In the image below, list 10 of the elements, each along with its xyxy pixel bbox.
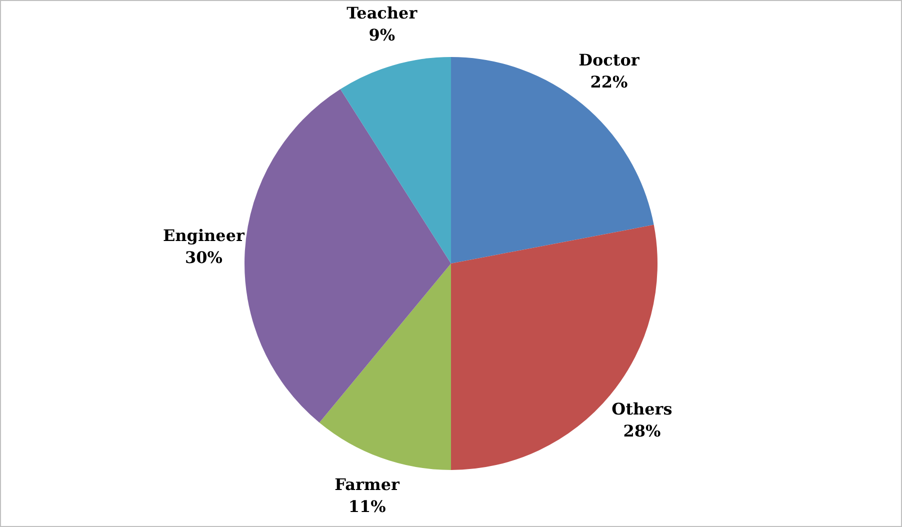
slice-label: Engineer <box>162 226 246 246</box>
data-label: 30% <box>184 248 222 268</box>
slice-label: Doctor <box>578 50 640 70</box>
data-label: 28% <box>623 422 661 441</box>
slice-label: Others <box>612 400 672 419</box>
data-label: 11% <box>348 496 386 516</box>
data-label: 9% <box>368 26 396 45</box>
slice-label: Teacher <box>346 4 418 23</box>
data-label: 22% <box>590 72 628 92</box>
slice-label: Farmer <box>334 474 400 494</box>
